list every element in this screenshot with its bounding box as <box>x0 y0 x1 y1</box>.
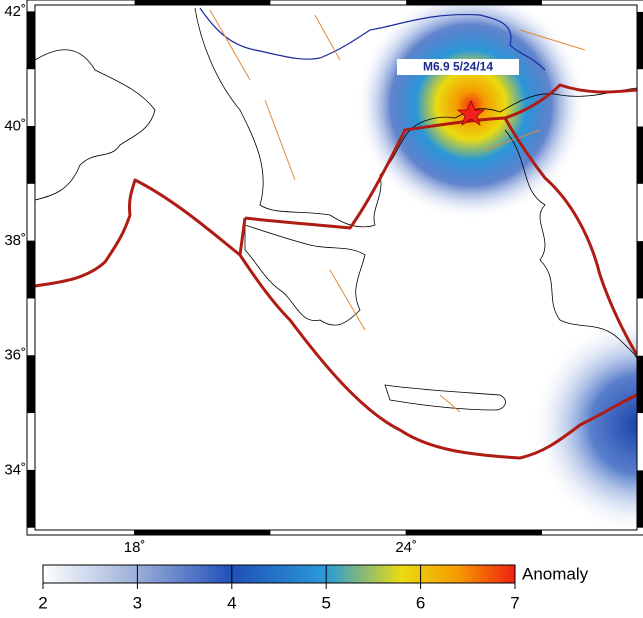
lat-tick-label: 38˚ <box>4 232 26 249</box>
plate-boundary-aegean <box>238 83 637 356</box>
coastline-peloponnese <box>244 224 366 326</box>
frame-check <box>406 530 542 535</box>
frame-check <box>27 470 35 528</box>
frame-check <box>637 470 643 528</box>
colorbar-tick-label: 2 <box>38 593 47 612</box>
frame-check <box>27 126 35 184</box>
epicenter-star <box>456 100 486 126</box>
coastline-balkans <box>194 7 637 228</box>
frame-check <box>134 530 271 535</box>
plate-boundary <box>35 178 637 460</box>
event-annotation: M6.9 5/24/14 <box>423 60 493 74</box>
annotation-box <box>397 59 519 75</box>
fault-lines <box>209 9 586 413</box>
lon-tick-label: 24˚ <box>395 539 417 556</box>
lon-tick-label: 18˚ <box>124 539 146 556</box>
lat-tick-label: 42˚ <box>4 3 26 20</box>
coastline-crete <box>384 384 506 411</box>
colorbar-tick-label: 4 <box>227 593 236 612</box>
map-outline <box>34 4 638 531</box>
frame-check <box>637 126 643 184</box>
lat-tick-label: 36˚ <box>4 347 26 364</box>
anomaly-field-southeast <box>35 5 637 530</box>
colorbar-tick-label: 5 <box>321 593 330 612</box>
frame-check <box>134 0 271 5</box>
frame-check <box>637 355 643 414</box>
coastline-italy <box>35 49 156 201</box>
political-border <box>199 7 546 71</box>
colorbar-tick-label: 7 <box>510 593 519 612</box>
colorbar-tick-label: 6 <box>416 593 425 612</box>
frame-check <box>27 355 35 414</box>
frame-check <box>27 11 35 70</box>
colorbar-tick-label: 3 <box>133 593 142 612</box>
frame-check <box>637 11 643 70</box>
frame-check <box>406 0 542 5</box>
lat-tick-label: 40˚ <box>4 117 26 134</box>
lat-tick-label: 34˚ <box>4 461 26 478</box>
colorbar <box>42 564 516 584</box>
map-body: M6.9 5/24/14 <box>35 5 637 530</box>
coastline-turkey <box>504 129 637 361</box>
frame-check <box>637 241 643 299</box>
colorbar-label: Anomaly <box>522 564 589 583</box>
frame-check <box>27 241 35 299</box>
